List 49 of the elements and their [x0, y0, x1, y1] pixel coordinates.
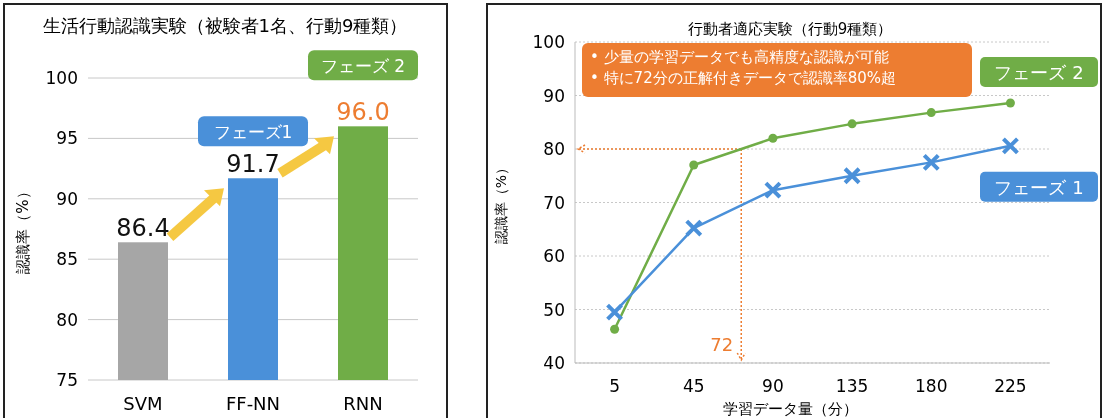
y-tick-label: 60	[543, 246, 565, 266]
y-tick-label: 100	[45, 68, 78, 88]
x-tick-label: FF-NN	[225, 393, 281, 414]
point	[763, 181, 782, 200]
y-axis-title: 認識率（%）	[493, 160, 509, 245]
data-label: 91.7	[226, 150, 280, 179]
point	[610, 324, 620, 334]
y-tick-label: 85	[56, 249, 78, 270]
x-tick-label: 225	[994, 376, 1027, 396]
y-tick-label: 90	[543, 85, 565, 106]
y-tick-label: 95	[56, 128, 78, 149]
y-tick-label: 75	[56, 370, 78, 390]
point	[843, 166, 862, 185]
point	[926, 108, 936, 118]
x-tick-label: 90	[762, 376, 784, 396]
annotation: フェーズ1	[213, 122, 293, 143]
annotation: 72	[710, 334, 734, 355]
annotation: • 特に72分の正解付きデータで認識率80%超	[590, 69, 897, 87]
point	[689, 160, 699, 170]
series-label: フェーズ 2	[994, 61, 1084, 83]
x-tick-label: 180	[915, 376, 948, 396]
y-tick-label: 80	[543, 139, 565, 159]
point	[684, 219, 703, 238]
y-tick-label: 100	[532, 32, 565, 52]
point	[1001, 136, 1020, 155]
point	[605, 303, 624, 322]
x-axis-title: 学習データ量（分）	[722, 400, 858, 418]
y-axis-title: 認識率（%）	[14, 184, 32, 274]
x-tick-label: 5	[609, 376, 620, 396]
x-tick-label: 45	[682, 376, 705, 396]
y-tick-label: 50	[543, 299, 565, 320]
chart-title: 生活行動認識実験（被験者1名、行動9種類）	[42, 15, 408, 36]
point	[922, 153, 941, 172]
y-tick-label: 70	[543, 192, 565, 213]
series-label: フェーズ 1	[994, 176, 1084, 198]
point	[768, 133, 778, 143]
annotation: • 少量の学習データでも高精度な認識が可能	[590, 48, 889, 66]
x-tick-label: 135	[835, 376, 869, 396]
y-tick-label: 90	[56, 188, 78, 209]
x-tick-label: SVM	[123, 393, 163, 414]
data-label: 96.0	[336, 98, 390, 127]
point	[847, 119, 857, 129]
y-tick-label: 40	[543, 353, 565, 373]
x-tick-label: RNN	[343, 393, 383, 414]
chart-title: 行動者適応実験（行動9種類）	[687, 20, 893, 38]
y-tick-label: 80	[56, 309, 78, 330]
data-label: 86.4	[116, 214, 170, 243]
text: フェーズ 2	[320, 56, 406, 77]
point	[1005, 98, 1015, 108]
